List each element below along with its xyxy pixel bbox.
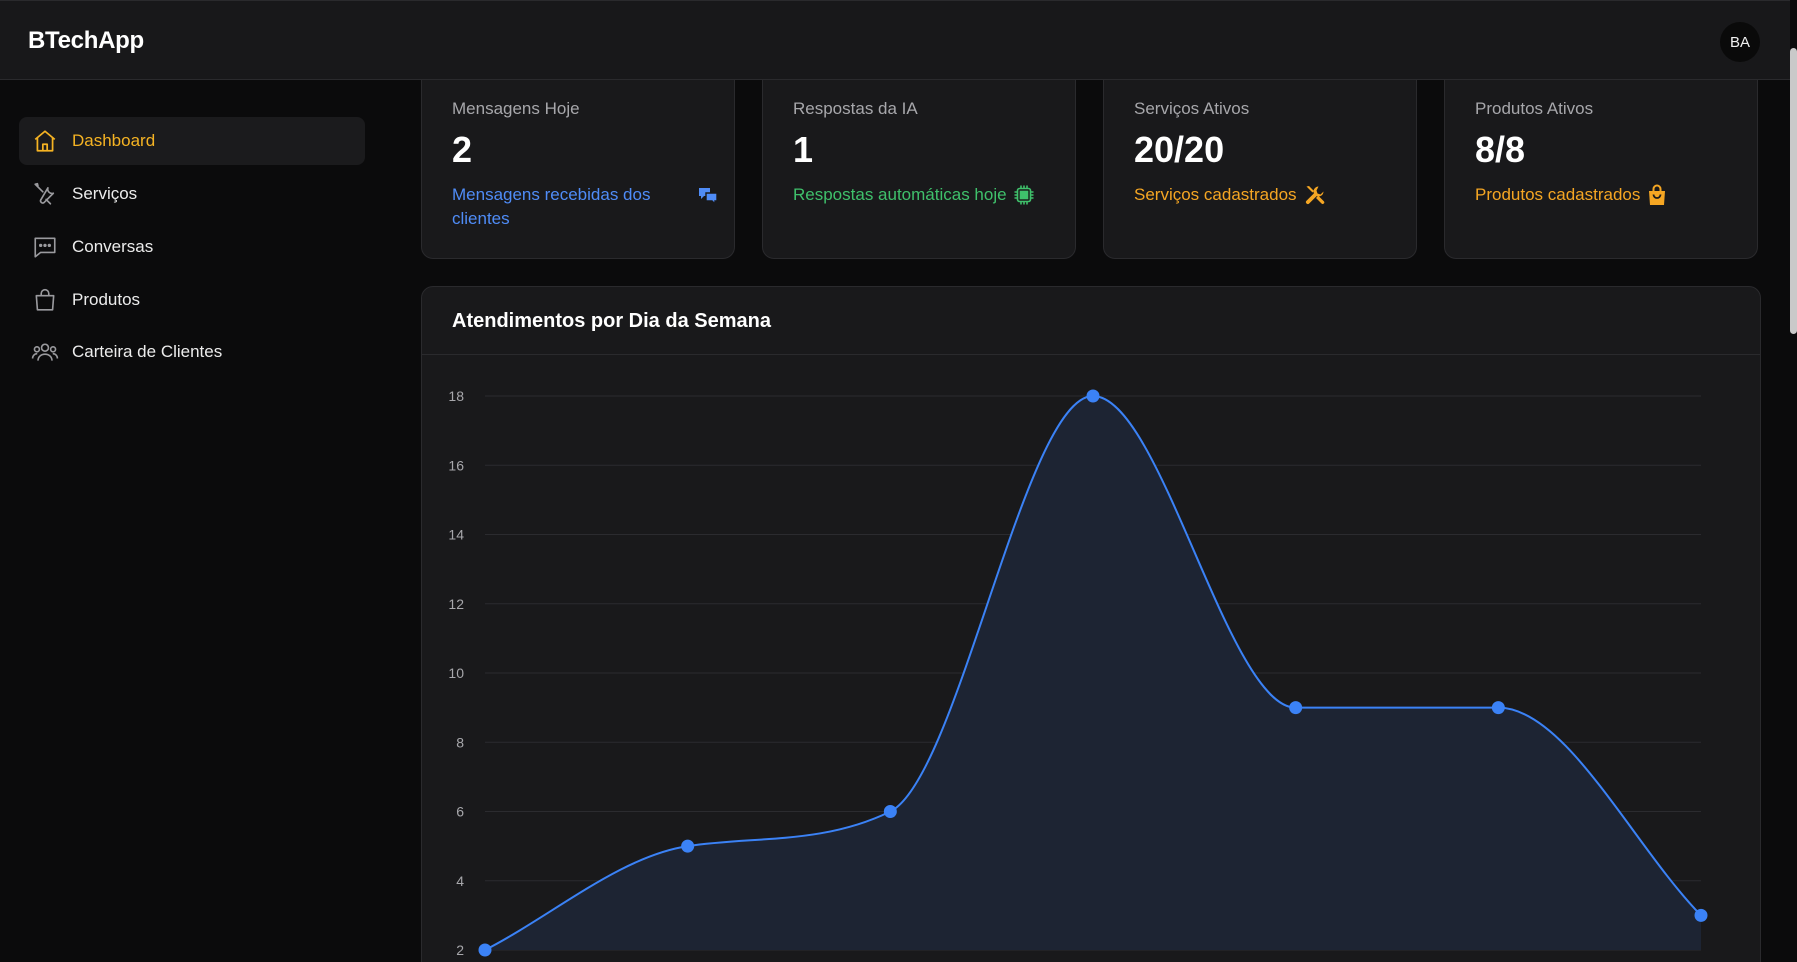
home-icon	[31, 127, 59, 155]
card-subtitle: Produtos cadastrados	[1475, 183, 1668, 214]
stat-card-produtos: Produtos Ativos 8/8 Produtos cadastrados	[1444, 80, 1758, 259]
top-bar: BTechApp BA	[0, 0, 1790, 80]
attendance-chart-card: Atendimentos por Dia da Semana 2 4 6 8 10 12 1…	[421, 286, 1761, 962]
chip-icon	[1013, 184, 1035, 213]
y-tick-label: 12	[448, 596, 464, 612]
data-point[interactable]	[478, 943, 492, 957]
sidebar-item-label: Dashboard	[72, 131, 156, 150]
data-point[interactable]	[681, 839, 695, 853]
card-title: Serviços Ativos	[1134, 99, 1250, 118]
card-value: 1	[793, 129, 814, 170]
chat-icon	[31, 233, 59, 261]
sidebar-item-dashboard[interactable]: Dashboard	[19, 117, 365, 165]
stat-card-servicos: Serviços Ativos 20/20 Serviços cadastrad…	[1103, 80, 1417, 259]
data-point[interactable]	[1289, 701, 1303, 715]
card-value: 20/20	[1134, 129, 1225, 170]
card-subtitle-text: Produtos cadastrados	[1475, 185, 1641, 204]
chat-bubbles-icon	[697, 185, 719, 212]
scrollbar-thumb[interactable]	[1790, 48, 1797, 334]
y-tick-label: 18	[448, 388, 464, 404]
sidebar-item-label: Produtos	[72, 290, 141, 309]
card-title: Mensagens Hoje	[452, 99, 580, 118]
scrollbar-track[interactable]	[1790, 0, 1797, 962]
tools-icon	[31, 180, 59, 208]
data-point[interactable]	[1491, 701, 1505, 715]
card-value: 2	[452, 129, 473, 170]
app-brand[interactable]: BTechApp	[28, 27, 144, 54]
area-fill	[485, 396, 1701, 950]
card-title: Respostas da IA	[793, 99, 918, 118]
card-subtitle: Mensagens recebidas dos clientes	[452, 183, 719, 231]
sidebar-item-produtos[interactable]: Produtos	[19, 276, 365, 324]
sidebar-item-label: Serviços	[72, 184, 138, 203]
y-tick-label: 6	[456, 804, 464, 820]
data-point[interactable]	[883, 805, 897, 818]
card-title: Produtos Ativos	[1475, 99, 1594, 118]
sidebar: Dashboard Serviços Conversas Produtos Ca…	[0, 80, 385, 962]
card-subtitle: Respostas automáticas hoje	[793, 183, 1035, 213]
card-subtitle: Serviços cadastrados	[1134, 183, 1327, 214]
divider	[422, 354, 1760, 355]
bag-icon	[31, 286, 59, 314]
data-point[interactable]	[1694, 908, 1708, 922]
card-subtitle-text: Mensagens recebidas dos clientes	[452, 185, 651, 228]
sidebar-item-label: Carteira de Clientes	[72, 342, 223, 361]
data-point[interactable]	[1086, 389, 1100, 403]
tools-icon	[1303, 183, 1327, 214]
y-tick-label: 10	[448, 665, 464, 681]
card-subtitle-text: Respostas automáticas hoje	[793, 185, 1007, 204]
y-tick-label: 4	[456, 873, 464, 889]
sidebar-item-conversas[interactable]: Conversas	[19, 223, 365, 271]
users-icon	[31, 338, 59, 366]
bag-icon	[1646, 183, 1668, 214]
sidebar-item-carteira-de-clientes[interactable]: Carteira de Clientes	[19, 328, 365, 376]
main-content: Mensagens Hoje 2 Mensagens recebidas dos…	[385, 80, 1790, 962]
y-tick-label: 2	[456, 942, 464, 958]
sidebar-item-servicos[interactable]: Serviços	[19, 170, 365, 218]
attendance-area-chart: 2 4 6 8 10 12 14 16 18	[448, 388, 1708, 958]
y-tick-label: 14	[448, 527, 464, 543]
stat-card-mensagens: Mensagens Hoje 2 Mensagens recebidas dos…	[421, 80, 735, 259]
card-value: 8/8	[1475, 129, 1526, 170]
y-tick-label: 8	[456, 734, 464, 750]
stat-card-respostas-ia: Respostas da IA 1 Respostas automáticas …	[762, 80, 1076, 259]
sidebar-item-label: Conversas	[72, 237, 154, 256]
chart-title: Atendimentos por Dia da Semana	[452, 310, 771, 332]
y-tick-label: 16	[448, 457, 464, 473]
card-subtitle-text: Serviços cadastrados	[1134, 185, 1297, 204]
user-avatar[interactable]: BA	[1720, 22, 1760, 62]
